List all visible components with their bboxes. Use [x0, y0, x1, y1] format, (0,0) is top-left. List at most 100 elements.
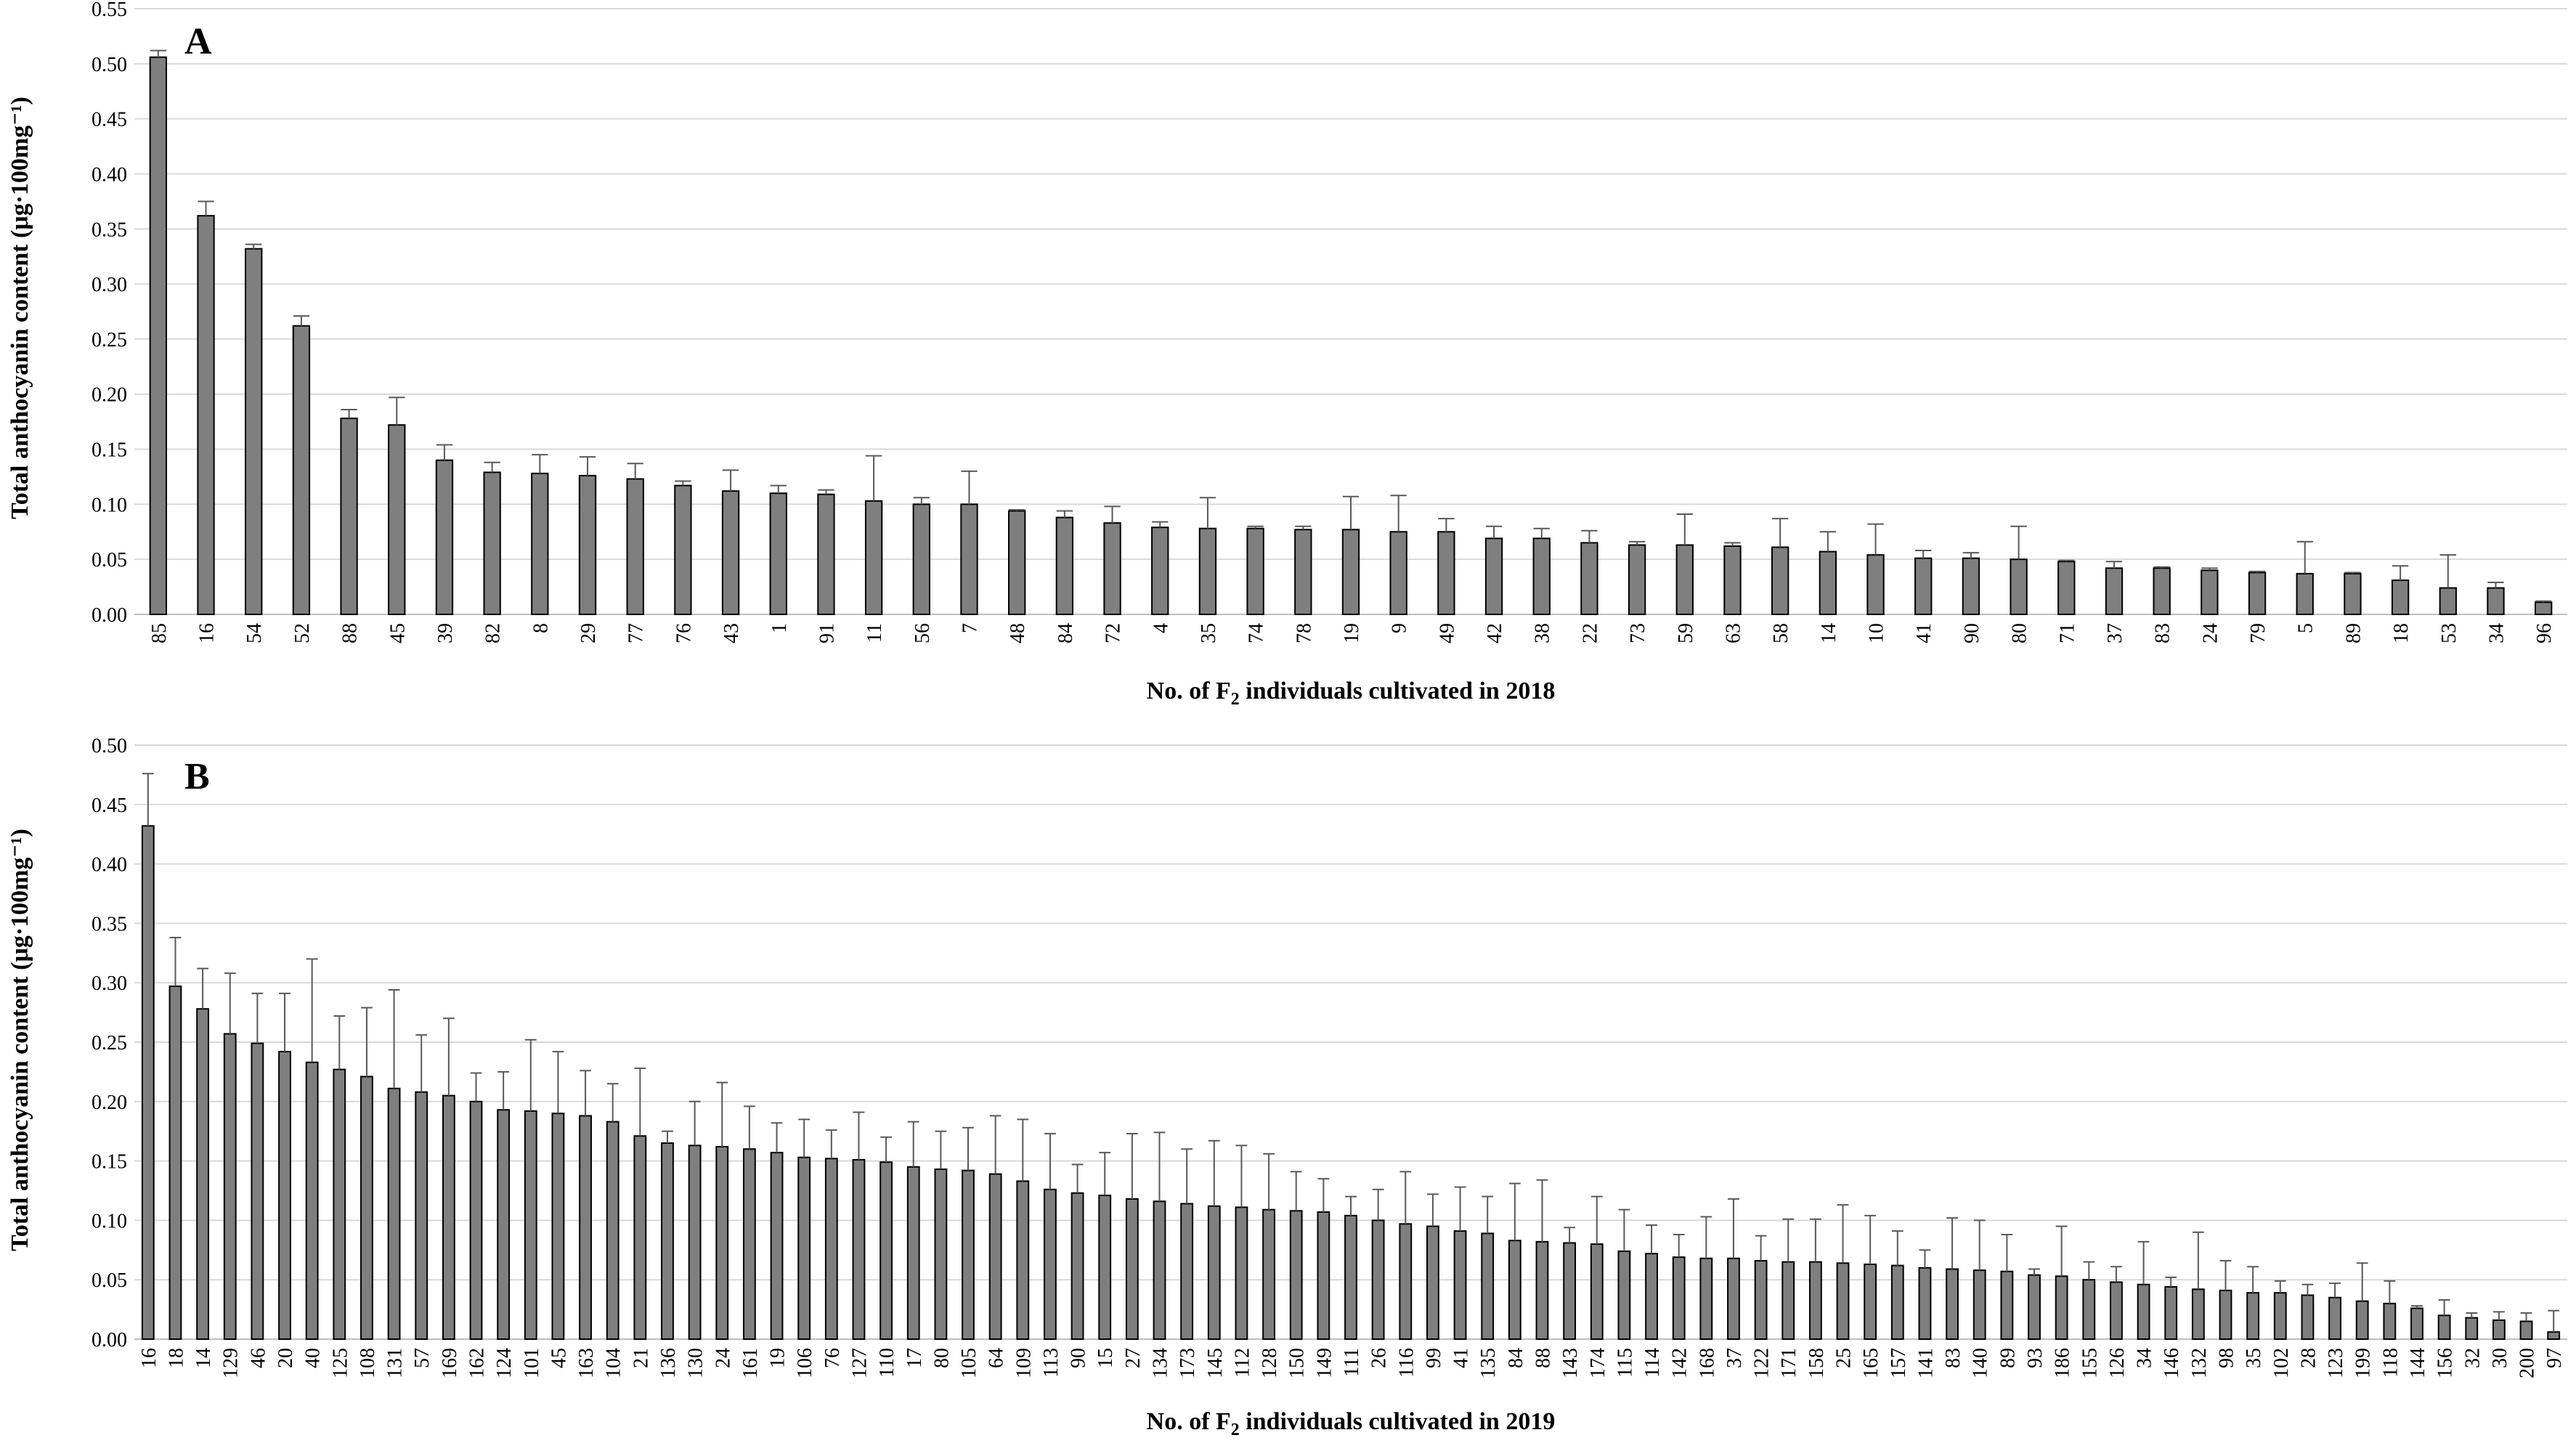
bar [2055, 1275, 2068, 1340]
bar [442, 1094, 455, 1340]
x-tick-label: 88 [1532, 1348, 1554, 1368]
bar [1723, 545, 1742, 616]
x-tick-label: 7 [959, 623, 982, 633]
x-tick-label: 186 [2052, 1348, 2074, 1378]
bar [1153, 1200, 1166, 1340]
y-tick-label: 0.40 [92, 163, 127, 186]
x-axis-title-a: No. of F2 individuals cultivated in 2018 [1147, 678, 1556, 709]
bar [360, 1076, 373, 1340]
bar [1645, 1253, 1658, 1341]
x-tick-label: 125 [329, 1348, 352, 1378]
x-tick-label: 98 [2215, 1348, 2238, 1368]
x-tick-label: 37 [2104, 623, 2126, 643]
x-tick-label: 57 [411, 1348, 434, 1368]
x-axis-title-a-sub: 2 [1231, 690, 1240, 709]
x-tick-label: 113 [1040, 1348, 1063, 1378]
bar [2487, 587, 2505, 616]
x-tick-label: 56 [911, 623, 934, 643]
y-tick-label: 0.30 [92, 972, 127, 995]
y-ticks-b: 0.00 0.05 0.10 0.15 0.20 0.25 0.30 0.35 0.40 0.45… [92, 735, 127, 1351]
x-tick-label: 105 [958, 1348, 980, 1378]
y-tick-label: 0.00 [92, 604, 127, 627]
y-tick-label: 0.00 [92, 1329, 127, 1351]
y-tick-label: 0.25 [92, 329, 127, 351]
bar [2391, 579, 2410, 616]
bar [2547, 1331, 2561, 1340]
bar [960, 503, 978, 616]
bar [1389, 531, 1407, 615]
x-tick-label: 99 [1423, 1348, 1445, 1368]
bar [1103, 522, 1121, 616]
bar [1962, 557, 1980, 616]
x-ticks-a: 85 16 54 52 88 45 39 82 8 29 77 76 43 1 91 11 56 7 48 84 72 4… [148, 623, 2556, 643]
bar [1819, 550, 1837, 615]
bar [340, 418, 358, 615]
bar [1946, 1268, 1959, 1340]
x-tick-label: 38 [1532, 623, 1554, 643]
x-tick-label: 15 [1094, 1348, 1117, 1368]
x-axis-title-a-rest: individuals cultivated in 2018 [1240, 678, 1556, 704]
x-tick-label: 80 [930, 1348, 953, 1368]
x-tick-label: 102 [2270, 1348, 2293, 1378]
x-tick-label: 165 [1860, 1348, 1882, 1378]
x-tick-label: 59 [1675, 623, 1697, 643]
x-tick-label: 140 [1970, 1348, 1992, 1378]
bar [1754, 1260, 1768, 1341]
bar [387, 1087, 401, 1340]
bar [1781, 1261, 1795, 1341]
bar [2534, 601, 2553, 616]
x-tick-label: 134 [1150, 1348, 1172, 1378]
x-tick-label: 132 [2188, 1348, 2211, 1378]
gridlines-b [134, 744, 2567, 1340]
bar [1918, 1267, 1932, 1340]
bar [688, 1145, 702, 1341]
x-tick-label: 19 [1341, 623, 1363, 643]
x-tick-label: 157 [1888, 1348, 1910, 1378]
x-tick-label: 155 [2079, 1348, 2101, 1378]
bar [1399, 1223, 1413, 1340]
x-tick-label: 83 [2152, 623, 2174, 643]
x-tick-label: 11 [864, 623, 886, 643]
bar [2301, 1294, 2315, 1341]
bar [1008, 510, 1026, 615]
x-tick-label: 19 [767, 1348, 789, 1368]
x-axis-title-b: No. of F2 individuals cultivated in 2019 [1147, 1408, 1556, 1439]
x-tick-label: 43 [720, 623, 743, 643]
y-tick-label: 0.50 [92, 54, 127, 76]
bar [1580, 542, 1598, 615]
x-tick-label: 73 [1627, 623, 1649, 643]
x-tick-label: 5 [2295, 623, 2317, 633]
bar [245, 248, 263, 615]
bar [2465, 1317, 2479, 1341]
bar [824, 1158, 838, 1340]
bars-b [141, 773, 2561, 1341]
bar [879, 1161, 893, 1340]
x-tick-label: 80 [2009, 623, 2031, 643]
y-tick-label: 0.25 [92, 1032, 127, 1054]
bar [223, 1033, 237, 1340]
bar [1289, 1210, 1303, 1341]
x-tick-label: 141 [1914, 1348, 1937, 1378]
bar [1044, 1188, 1057, 1341]
x-tick-label: 74 [1246, 623, 1268, 643]
bar [1016, 1180, 1030, 1340]
x-tick-label: 129 [220, 1348, 243, 1378]
bar [2246, 1292, 2260, 1341]
bar [1590, 1243, 1604, 1340]
bar [1246, 527, 1264, 615]
bar [988, 1173, 1002, 1340]
x-tick-label: 76 [673, 623, 695, 643]
y-ticks-a: 0.00 0.05 0.10 0.15 0.20 0.25 0.30 0.35 0.40 0.45… [92, 0, 127, 627]
x-tick-label: 85 [148, 623, 171, 643]
x-ticks-b: 16 18 14 129 46 20 40 125 108 131 57 169 162 124 101 45… [138, 1348, 2566, 1378]
x-tick-label: 88 [339, 623, 362, 643]
y-axis-title-b: Total anthocyanin content (μg·100mg⁻¹) [7, 829, 33, 1251]
bar [1628, 544, 1646, 616]
bar [1808, 1261, 1822, 1341]
bar [2219, 1289, 2232, 1340]
x-tick-label: 84 [1505, 1348, 1527, 1368]
bar [1317, 1211, 1330, 1340]
x-tick-label: 108 [357, 1348, 379, 1378]
x-tick-label: 24 [712, 1348, 734, 1368]
bar [1914, 557, 1933, 616]
